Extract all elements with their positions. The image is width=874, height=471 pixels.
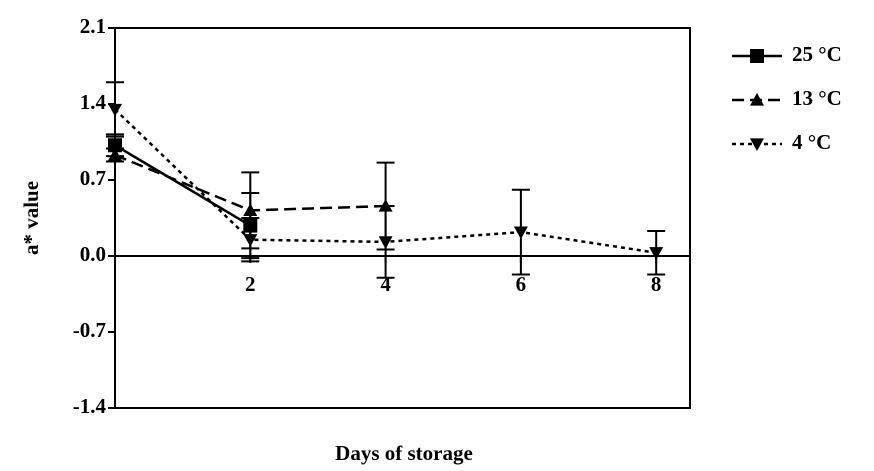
legend-label: 25 °C — [792, 42, 842, 66]
y-tick-label: 2.1 — [80, 14, 106, 38]
x-axis-label: Days of storage — [335, 441, 473, 465]
legend-marker — [750, 49, 764, 63]
y-axis-label: a* value — [19, 181, 43, 255]
data-point — [378, 236, 393, 249]
data-point — [108, 103, 122, 117]
legend-label: 4 °C — [792, 130, 831, 154]
x-tick-label: 2 — [245, 272, 256, 296]
plot-frame — [114, 27, 691, 409]
y-tick-label: -0.7 — [73, 318, 106, 342]
legend-marker — [750, 93, 764, 106]
data-point — [243, 203, 258, 216]
y-tick-label: -1.4 — [73, 394, 107, 418]
legend-label: 13 °C — [792, 86, 842, 110]
x-tick-label: 8 — [651, 272, 662, 296]
data-point — [513, 226, 528, 240]
y-tick-label: 1.4 — [80, 90, 107, 114]
y-tick-label: 0.0 — [80, 242, 106, 266]
legend-marker — [750, 138, 764, 151]
series-line — [114, 144, 251, 227]
data-point — [243, 234, 258, 247]
data-point — [108, 148, 122, 161]
x-tick-label: 6 — [516, 272, 527, 296]
data-point — [649, 247, 664, 260]
y-tick-label: 0.7 — [80, 166, 106, 190]
x-tick-label: 4 — [380, 272, 391, 296]
